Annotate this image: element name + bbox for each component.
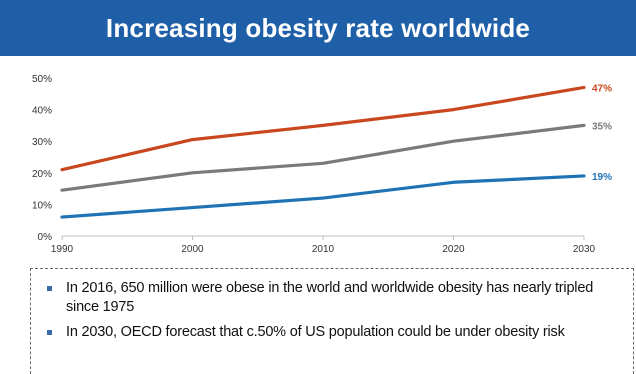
x-tick-label: 2010: [312, 244, 335, 255]
y-tick-label: 0%: [38, 232, 53, 243]
note-item: In 2030, OECD forecast that c.50% of US …: [43, 323, 621, 342]
y-tick-label: 10%: [32, 200, 52, 211]
y-tick-label: 30%: [32, 137, 52, 148]
x-tick-label: 2000: [181, 244, 204, 255]
y-tick-label: 40%: [32, 106, 52, 117]
y-axis: 0% 10% 20% 30% 40% 50%: [32, 74, 52, 243]
x-tick-label: 1990: [51, 244, 74, 255]
y-tick-label: 20%: [32, 169, 52, 180]
x-tick-label: 2030: [573, 244, 596, 255]
series-layer: 47% 35% 19%: [60, 83, 612, 219]
series-end-label: 35%: [592, 121, 612, 132]
title-banner: Increasing obesity rate worldwide: [0, 0, 636, 56]
note-text: In 2030, OECD forecast that c.50% of US …: [66, 324, 565, 340]
y-tick-label: 50%: [32, 74, 52, 85]
note-item: In 2016, 650 million were obese in the w…: [43, 279, 621, 317]
series-end-label: 47%: [592, 83, 612, 94]
notes-box: In 2016, 650 million were obese in the w…: [30, 268, 634, 374]
x-tick-label: 2020: [442, 244, 465, 255]
series-end-label: 19%: [592, 172, 612, 183]
note-text: In 2016, 650 million were obese in the w…: [66, 280, 594, 315]
series-line-1: [60, 85, 586, 172]
series-line-3: [60, 174, 586, 219]
series-line-2: [60, 123, 586, 192]
page-title: Increasing obesity rate worldwide: [105, 12, 531, 43]
obesity-line-chart: 0% 10% 20% 30% 40% 50% 1990 2000 2010 2020 2030 4…: [32, 74, 612, 255]
bullet-icon: [47, 286, 52, 291]
x-axis: 1990 2000 2010 2020 2030: [51, 235, 596, 255]
bullet-icon: [47, 330, 52, 335]
